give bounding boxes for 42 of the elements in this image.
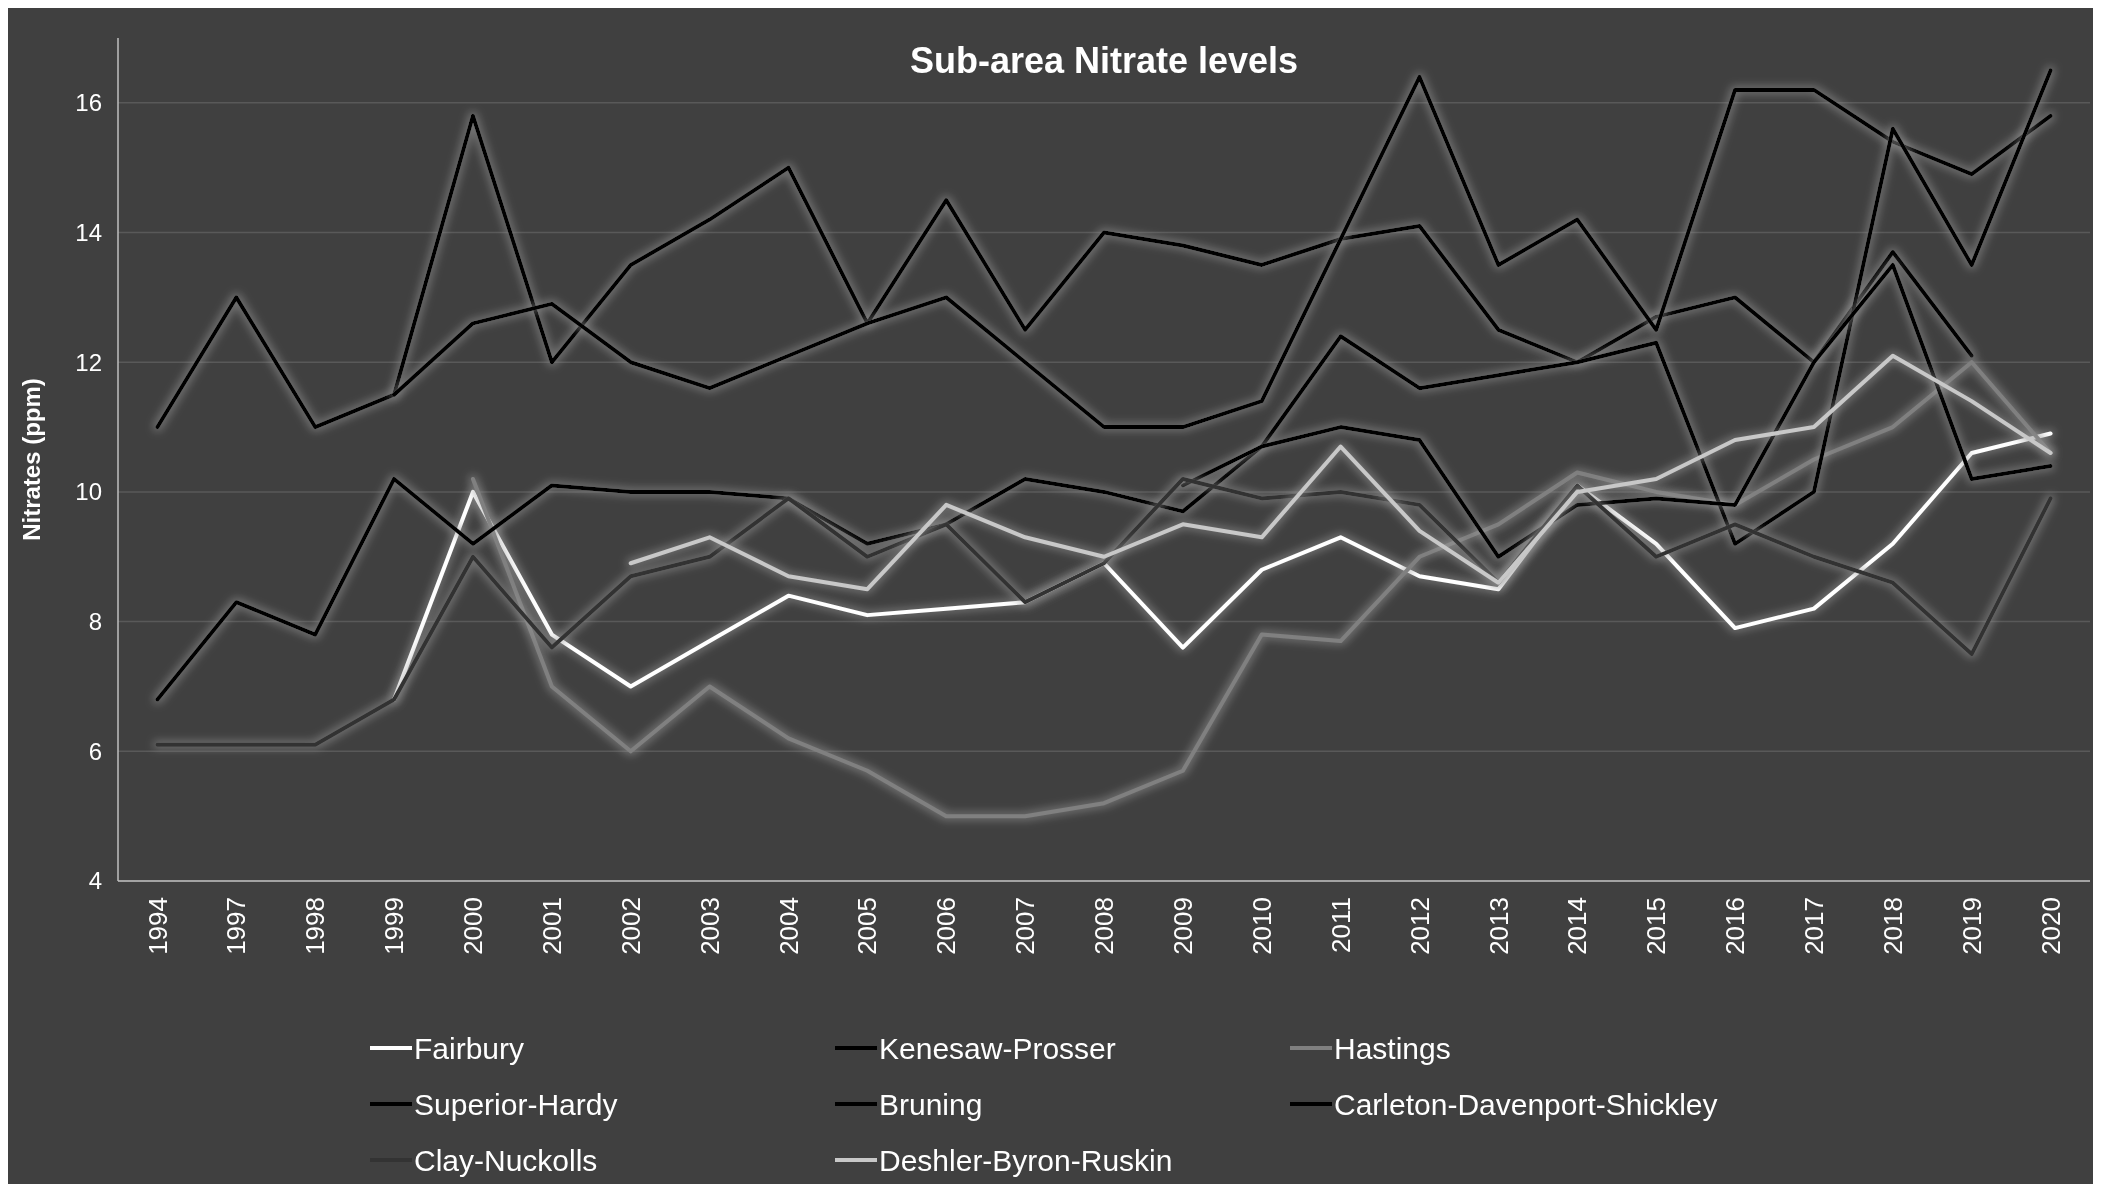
x-tick-label: 2020 (2035, 897, 2066, 955)
x-tick-label: 2012 (1404, 897, 1435, 955)
x-tick-label: 1997 (221, 897, 252, 955)
x-tick-label: 2013 (1483, 897, 1514, 955)
x-tick-label: 2001 (536, 897, 567, 955)
y-tick-label: 10 (75, 478, 102, 506)
legend-label: Clay-Nuckolls (414, 1143, 598, 1177)
x-tick-label: 2018 (1877, 897, 1908, 955)
x-tick-label: 2019 (1956, 897, 1987, 955)
x-tick-label: 2003 (694, 897, 725, 955)
x-tick-label: 2002 (615, 897, 646, 955)
x-tick-label: 2016 (1720, 897, 1751, 955)
y-axis-title: Nitrates (ppm) (18, 378, 45, 541)
x-tick-label: 2010 (1246, 897, 1277, 955)
legend-label: Fairbury (414, 1031, 525, 1065)
chart-title: Sub-area Nitrate levels (909, 40, 1299, 81)
x-tick-label: 2000 (458, 897, 489, 955)
y-tick-label: 6 (88, 737, 102, 765)
legend-label: Carleton-Davenport-Shickley (1334, 1087, 1718, 1121)
y-tick-label: 12 (75, 348, 102, 376)
x-tick-label: 1998 (300, 897, 331, 955)
y-tick-label: 4 (88, 867, 102, 895)
x-tick-label: 2011 (1325, 897, 1356, 953)
x-tick-label: 2004 (773, 897, 804, 955)
x-tick-label: 2014 (1562, 897, 1593, 955)
legend-label: Bruning (879, 1087, 983, 1121)
x-tick-label: 2009 (1167, 897, 1198, 955)
x-tick-label: 1994 (142, 897, 173, 955)
x-tick-label: 2015 (1641, 897, 1672, 955)
x-tick-label: 2005 (852, 897, 883, 955)
x-tick-label: 2007 (1010, 897, 1041, 955)
legend-label: Hastings (1334, 1031, 1451, 1065)
x-tick-label: 2006 (931, 897, 962, 955)
y-tick-label: 8 (88, 608, 102, 636)
legend-label: Superior-Hardy (414, 1087, 618, 1121)
x-tick-label: 2008 (1089, 897, 1120, 955)
y-tick-label: 16 (75, 89, 102, 117)
x-tick-label: 1999 (379, 897, 410, 955)
x-tick-label: 2017 (1799, 897, 1830, 955)
legend-label: Kenesaw-Prosser (879, 1031, 1116, 1065)
y-tick-label: 14 (75, 218, 102, 246)
legend-label: Deshler-Byron-Ruskin (879, 1143, 1173, 1177)
